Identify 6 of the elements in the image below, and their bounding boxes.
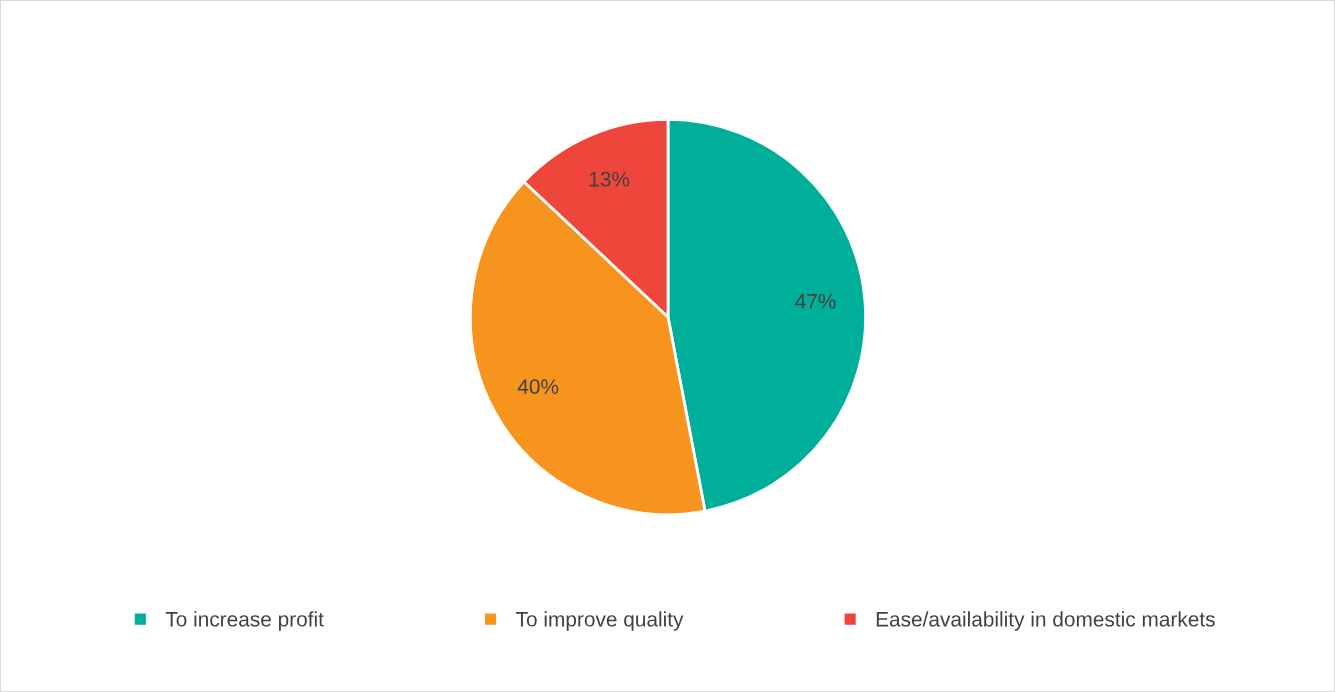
legend-label: To increase profit — [165, 611, 324, 631]
data-label: 13% — [589, 171, 630, 187]
data-label: 40% — [517, 379, 559, 394]
data-label: 47% — [795, 293, 836, 309]
legend-label: Ease/availability in domestic markets — [876, 611, 1215, 631]
legend-label: To improve quality — [516, 611, 684, 631]
